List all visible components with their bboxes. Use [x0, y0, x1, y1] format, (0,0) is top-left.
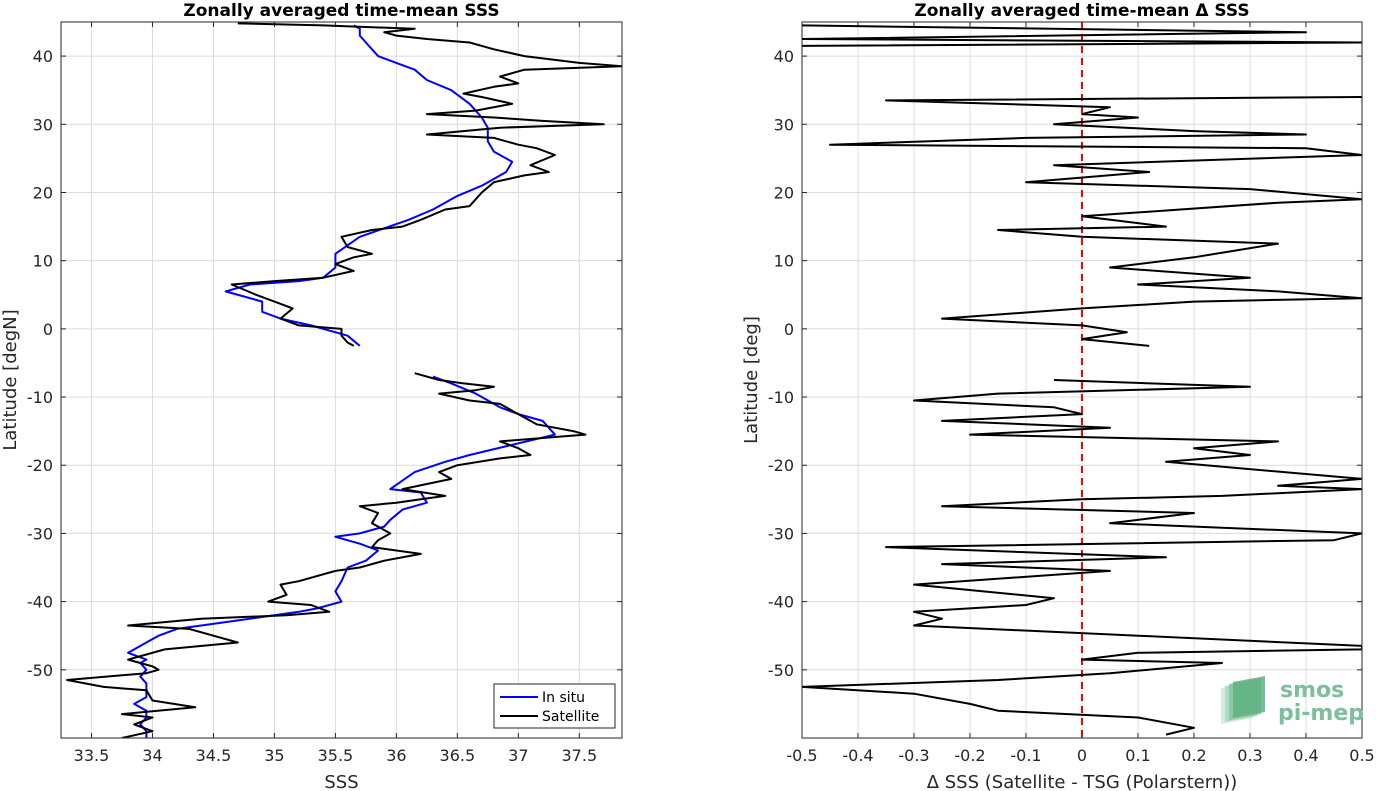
x-tick-label: 0.2 [1181, 746, 1206, 765]
series-line-delta-sss-segment-1 [829, 96, 1362, 347]
x-axis-label: Δ SSS (Satellite - TSG (Polarstern)) [927, 772, 1238, 791]
series-line-in-situ-segment-2 [127, 375, 556, 738]
y-tick-label: 30 [33, 115, 53, 134]
y-tick-label: -10 [27, 388, 53, 407]
y-tick-label: 40 [774, 47, 794, 66]
series-group [66, 22, 622, 738]
series-line-satellite-segment-1 [230, 22, 622, 347]
x-tick-label: 0.1 [1125, 746, 1150, 765]
chart-title: Zonally averaged time-mean SSS [183, 1, 499, 21]
y-tick-label: -30 [768, 524, 794, 543]
y-tick-label: 10 [33, 252, 53, 271]
y-tick-label: 0 [43, 320, 53, 339]
y-tick-label: 30 [774, 115, 794, 134]
panel-1: 33.5 34 34.5 35 35.5 36 36.5 37 37.5 -50 -40 -30 -20… [0, 1, 623, 791]
y-tick-label: 10 [774, 252, 794, 271]
x-tick-label: -0.2 [954, 746, 985, 765]
y-tick-label: -10 [768, 388, 794, 407]
x-tick-label: 36 [386, 746, 406, 765]
x-tick-label: 34.5 [196, 746, 232, 765]
legend: In situ Satellite [493, 683, 616, 729]
x-tick-label: 36.5 [440, 746, 476, 765]
x-axis-label: SSS [324, 772, 358, 791]
series-line-delta-sss-segment-3 [802, 24, 1362, 47]
y-tick-label: -30 [27, 524, 53, 543]
x-tick-label: 0.5 [1349, 746, 1374, 765]
x-tick-label: -0.5 [786, 746, 817, 765]
series-group [802, 24, 1362, 736]
logo-line-2: pi-mep [1278, 701, 1364, 726]
panel-2: -0.5 -0.4 -0.3 -0.2 -0.1 0 0.1 0.2 0.3 0.4 0.5 -50 -… [741, 1, 1375, 791]
y-tick-label: 40 [33, 47, 53, 66]
y-tick-label: -40 [27, 593, 53, 612]
plot-area [61, 22, 622, 738]
series-line-delta-sss-segment-2 [802, 379, 1362, 736]
y-tick-label: -20 [27, 456, 53, 475]
axes-box [801, 21, 1363, 739]
x-tick-label: 0.3 [1237, 746, 1262, 765]
x-tick-label: 35 [264, 746, 284, 765]
y-tick-label: -40 [768, 593, 794, 612]
legend-box [493, 683, 616, 729]
chart-title: Zonally averaged time-mean Δ SSS [914, 1, 1249, 21]
x-tick-label: 35.5 [318, 746, 354, 765]
x-tick-label: 37 [508, 746, 528, 765]
x-tick-label: 0.4 [1293, 746, 1318, 765]
x-tick-label: 34 [142, 746, 162, 765]
legend-label-2: Satellite [542, 709, 599, 725]
x-tick-label: -0.1 [1010, 746, 1041, 765]
y-axis-label: Latitude [degN] [0, 309, 21, 450]
legend-label-1: In situ [542, 690, 585, 706]
y-tick-label: 20 [33, 183, 53, 202]
axes-box [60, 21, 623, 739]
x-tick-label: 33.5 [74, 746, 110, 765]
y-tick-label: -50 [768, 661, 794, 680]
y-axis-label: Latitude [deg] [741, 316, 762, 444]
series-line-satellite-segment-2 [66, 372, 587, 738]
x-tick-label: -0.3 [898, 746, 929, 765]
x-tick-label: 37.5 [562, 746, 598, 765]
y-tick-label: 0 [784, 320, 794, 339]
y-tick-label: 20 [774, 183, 794, 202]
x-tick-label: 0 [1077, 746, 1087, 765]
x-tick-label: -0.4 [842, 746, 873, 765]
y-tick-label: -20 [768, 456, 794, 475]
logo-mark-layer [1233, 676, 1265, 718]
logo-line-1: smos [1280, 678, 1344, 703]
y-tick-label: -50 [27, 661, 53, 680]
series-line-in-situ-segment-1 [224, 24, 514, 347]
